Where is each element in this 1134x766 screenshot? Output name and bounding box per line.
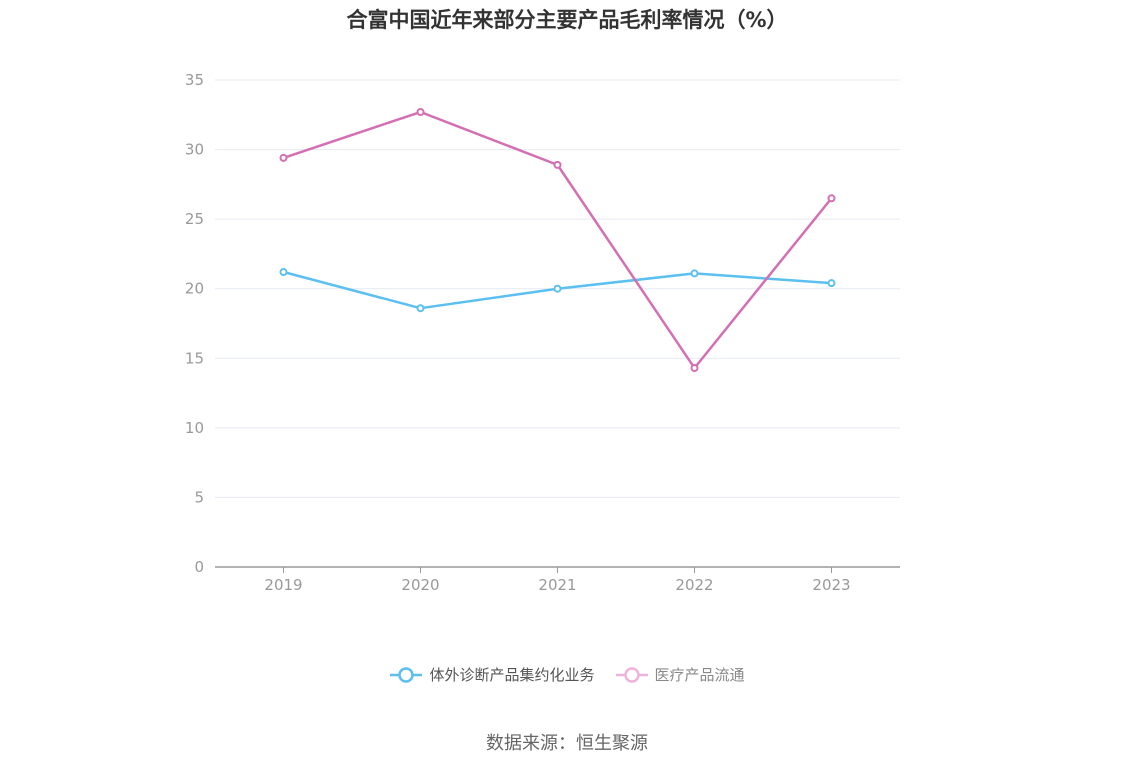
- x-tick-label: 2019: [264, 576, 302, 594]
- legend-label-series-1: 体外诊断产品集约化业务: [429, 666, 595, 684]
- legend-marker-series-2: [615, 666, 648, 683]
- y-tick-label: 30: [185, 141, 204, 159]
- line-chart: 0 5 10 15 20 25 30 35 2019 2020 2021 2022 2023: [185, 71, 900, 594]
- y-tick-label: 20: [185, 280, 204, 298]
- x-axis: 2019 2020 2021 2022 2023: [215, 566, 900, 594]
- y-tick-label: 5: [194, 488, 204, 506]
- data-point-series-2: [827, 194, 836, 203]
- y-tick-label: 15: [185, 349, 204, 367]
- legend: 体外诊断产品集约化业务 医疗产品流通: [0, 664, 1134, 685]
- x-tick-label: 2021: [538, 576, 576, 594]
- data-point-series-1: [416, 304, 425, 313]
- chart-title: 合富中国近年来部分主要产品毛利率情况（%）: [346, 8, 788, 32]
- series-lines: [279, 108, 836, 373]
- data-point-series-2: [416, 108, 425, 117]
- data-point-series-1: [279, 268, 288, 277]
- data-point-series-2: [279, 153, 288, 162]
- legend-item-series-2[interactable]: 医疗产品流通: [615, 664, 745, 685]
- y-tick-label: 10: [185, 419, 204, 437]
- legend-marker-series-1: [390, 666, 423, 683]
- grid-lines: [215, 79, 900, 498]
- data-point-series-1: [553, 284, 562, 293]
- y-axis-tick-labels: 0 5 10 15 20 25 30 35: [185, 71, 204, 576]
- data-point-series-2: [553, 160, 562, 169]
- legend-item-series-1[interactable]: 体外诊断产品集约化业务: [389, 664, 595, 685]
- x-tick-label: 2020: [401, 576, 439, 594]
- legend-label-series-2: 医疗产品流通: [654, 666, 745, 684]
- y-tick-label: 0: [194, 558, 204, 576]
- y-tick-label: 25: [185, 210, 204, 228]
- data-source: 数据来源：恒生聚源: [486, 733, 648, 754]
- data-point-series-1: [690, 269, 699, 278]
- data-point-series-1: [827, 279, 836, 288]
- y-tick-label: 35: [185, 71, 204, 89]
- x-tick-label: 2022: [675, 576, 713, 594]
- x-tick-label: 2023: [812, 576, 850, 594]
- series-line-2: [283, 110, 833, 370]
- data-point-series-2: [690, 364, 699, 373]
